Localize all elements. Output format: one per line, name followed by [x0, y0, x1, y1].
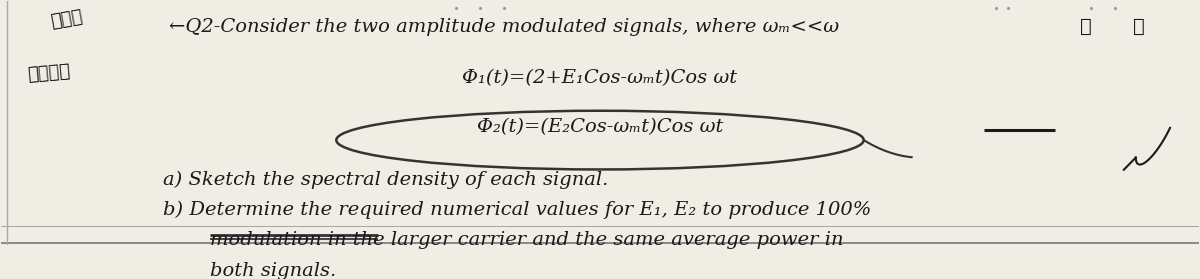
Text: فردر: فردر — [26, 62, 71, 83]
Text: Φ₂(t)=(E₂Cos-ωₘt)Cos ω⁣t: Φ₂(t)=(E₂Cos-ωₘt)Cos ω⁣t — [476, 118, 724, 136]
Text: modulation in the larger carrier and the same average power in: modulation in the larger carrier and the… — [210, 230, 844, 249]
Text: b) Determine the required numerical values for E₁, E₂ to produce 100%: b) Determine the required numerical valu… — [162, 201, 871, 220]
Text: ←Q2-Consider the two amplitude modulated signals, where ωₘ<<ω⁣: ←Q2-Consider the two amplitude modulated… — [168, 18, 839, 36]
Text: احر: احر — [49, 8, 84, 31]
Text: a) Sketch the spectral density of each signal.: a) Sketch the spectral density of each s… — [162, 171, 608, 189]
Text: both signals.: both signals. — [210, 262, 337, 279]
Text: س: س — [1134, 18, 1145, 36]
Text: ج: ج — [1080, 18, 1091, 36]
Text: Φ₁(t)=(2+E₁Cos-ωₘt)Cos ω⁣t: Φ₁(t)=(2+E₁Cos-ωₘt)Cos ω⁣t — [462, 69, 738, 87]
